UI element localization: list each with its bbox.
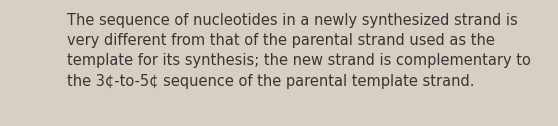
Text: The sequence of nucleotides in a newly synthesized strand is
very different from: The sequence of nucleotides in a newly s… xyxy=(67,13,531,89)
